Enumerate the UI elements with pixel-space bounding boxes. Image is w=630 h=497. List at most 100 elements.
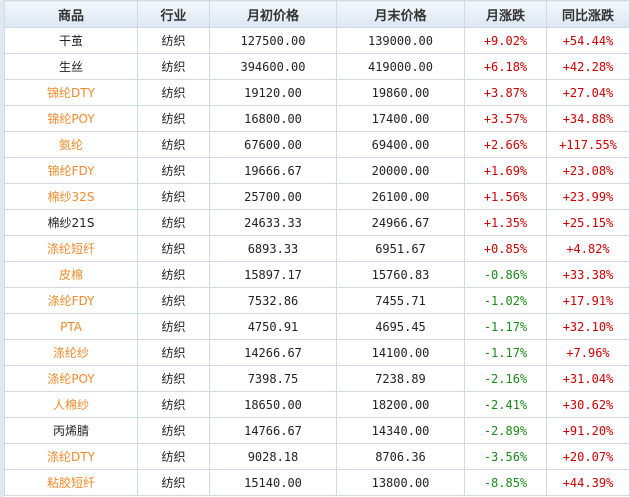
yoy-change-cell: +33.38% [546,261,630,288]
end-price-cell: 20000.00 [336,157,465,184]
monthly-change-cell: -2.41% [464,391,547,418]
commodity-name-cell: 生丝 [4,53,138,80]
yoy-change-cell: +7.96% [546,339,630,366]
monthly-change-cell: +3.57% [464,105,547,132]
monthly-change-cell: -3.56% [464,443,547,470]
industry-cell: 纺织 [137,131,210,158]
yoy-change-cell: +44.39% [546,469,630,496]
end-price-cell: 69400.00 [336,131,465,158]
commodity-name-cell[interactable]: 涤纶短纤 [4,235,138,262]
monthly-change-cell: -8.85% [464,469,547,496]
start-price-cell: 18650.00 [209,391,337,418]
table-row: PTA 纺织 4750.91 4695.45 -1.17% +32.10% [4,313,630,340]
end-price-cell: 24966.67 [336,209,465,236]
end-price-cell: 7238.89 [336,365,465,392]
end-price-cell: 8706.36 [336,443,465,470]
yoy-change-cell: +17.91% [546,287,630,314]
table-row: 丙烯腈 纺织 14766.67 14340.00 -2.89% +91.20% [4,417,630,444]
commodity-name-cell[interactable]: 涤纶FDY [4,287,138,314]
monthly-change-cell: -1.02% [464,287,547,314]
yoy-change-cell: +23.99% [546,183,630,210]
start-price-cell: 19120.00 [209,79,337,106]
table-row: 棉纱32S 纺织 25700.00 26100.00 +1.56% +23.99% [4,183,630,210]
commodity-name-cell[interactable]: 棉纱32S [4,183,138,210]
yoy-change-cell: +42.28% [546,53,630,80]
commodity-name-cell[interactable]: 氨纶 [4,131,138,158]
table-row: 锦纶DTY 纺织 19120.00 19860.00 +3.87% +27.04% [4,79,630,106]
yoy-change-cell: +25.15% [546,209,630,236]
yoy-change-cell: +23.08% [546,157,630,184]
end-price-cell: 19860.00 [336,79,465,106]
header-end-price[interactable]: 月末价格 [336,0,465,28]
start-price-cell: 24633.33 [209,209,337,236]
commodity-name-cell[interactable]: 人棉纱 [4,391,138,418]
start-price-cell: 16800.00 [209,105,337,132]
header-industry[interactable]: 行业 [137,0,210,28]
end-price-cell: 14100.00 [336,339,465,366]
commodity-name-cell[interactable]: 锦纶POY [4,105,138,132]
commodity-name-cell: 棉纱21S [4,209,138,236]
industry-cell: 纺织 [137,339,210,366]
table-row: 氨纶 纺织 67600.00 69400.00 +2.66% +117.55% [4,131,630,158]
header-commodity[interactable]: 商品 [4,0,138,28]
monthly-change-cell: +2.66% [464,131,547,158]
monthly-change-cell: +3.87% [464,79,547,106]
header-monthly-change[interactable]: 月涨跌 [464,0,547,28]
end-price-cell: 18200.00 [336,391,465,418]
industry-cell: 纺织 [137,157,210,184]
start-price-cell: 127500.00 [209,27,337,54]
table-body: 干茧 纺织 127500.00 139000.00 +9.02% +54.44% 生丝 纺织 3… [4,27,630,496]
start-price-cell: 19666.67 [209,157,337,184]
commodity-name-cell[interactable]: 锦纶DTY [4,79,138,106]
industry-cell: 纺织 [137,209,210,236]
industry-cell: 纺织 [137,417,210,444]
commodity-name-cell[interactable]: 涤纶POY [4,365,138,392]
commodity-name-cell: 丙烯腈 [4,417,138,444]
industry-cell: 纺织 [137,469,210,496]
start-price-cell: 14766.67 [209,417,337,444]
table-row: 涤纶DTY 纺织 9028.18 8706.36 -3.56% +20.07% [4,443,630,470]
commodity-name-cell: 干茧 [4,27,138,54]
start-price-cell: 6893.33 [209,235,337,262]
header-yoy-change[interactable]: 同比涨跌 [546,0,630,28]
table-row: 粘胶短纤 纺织 15140.00 13800.00 -8.85% +44.39% [4,469,630,496]
monthly-change-cell: +1.35% [464,209,547,236]
yoy-change-cell: +30.62% [546,391,630,418]
end-price-cell: 6951.67 [336,235,465,262]
yoy-change-cell: +91.20% [546,417,630,444]
monthly-change-cell: -1.17% [464,313,547,340]
industry-cell: 纺织 [137,287,210,314]
table-row: 涤纶FDY 纺织 7532.86 7455.71 -1.02% +17.91% [4,287,630,314]
start-price-cell: 15897.17 [209,261,337,288]
industry-cell: 纺织 [137,365,210,392]
end-price-cell: 13800.00 [336,469,465,496]
commodity-name-cell[interactable]: 皮棉 [4,261,138,288]
commodity-name-cell[interactable]: 粘胶短纤 [4,469,138,496]
start-price-cell: 7532.86 [209,287,337,314]
end-price-cell: 26100.00 [336,183,465,210]
industry-cell: 纺织 [137,79,210,106]
end-price-cell: 7455.71 [336,287,465,314]
end-price-cell: 419000.00 [336,53,465,80]
monthly-change-cell: +9.02% [464,27,547,54]
yoy-change-cell: +32.10% [546,313,630,340]
start-price-cell: 394600.00 [209,53,337,80]
end-price-cell: 139000.00 [336,27,465,54]
commodity-name-cell[interactable]: 锦纶FDY [4,157,138,184]
yoy-change-cell: +117.55% [546,131,630,158]
table-header-row: 商品 行业 月初价格 月末价格 月涨跌 同比涨跌 [4,0,630,28]
yoy-change-cell: +54.44% [546,27,630,54]
industry-cell: 纺织 [137,443,210,470]
header-start-price[interactable]: 月初价格 [209,0,337,28]
start-price-cell: 9028.18 [209,443,337,470]
commodity-name-cell[interactable]: 涤纶纱 [4,339,138,366]
commodity-name-cell[interactable]: PTA [4,313,138,340]
table-row: 锦纶POY 纺织 16800.00 17400.00 +3.57% +34.88% [4,105,630,132]
table-row: 涤纶短纤 纺织 6893.33 6951.67 +0.85% +4.82% [4,235,630,262]
industry-cell: 纺织 [137,183,210,210]
commodity-name-cell[interactable]: 涤纶DTY [4,443,138,470]
table-row: 皮棉 纺织 15897.17 15760.83 -0.86% +33.38% [4,261,630,288]
yoy-change-cell: +4.82% [546,235,630,262]
start-price-cell: 67600.00 [209,131,337,158]
